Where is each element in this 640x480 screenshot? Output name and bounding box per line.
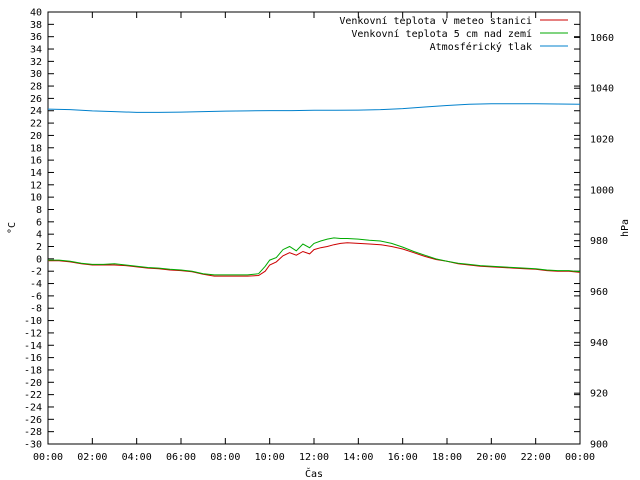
- y-tick-label: 24: [30, 106, 42, 117]
- y-tick-label: -10: [24, 316, 42, 327]
- legend-label-pressure: Atmosférický tlak: [430, 41, 532, 53]
- x-tick-label: 10:00: [255, 452, 285, 463]
- legend-label-temp-station: Venkovní teplota v meteo stanici: [339, 15, 532, 27]
- y-tick-label: -4: [30, 279, 42, 290]
- series-lines: [47, 103, 581, 277]
- y2-tick-label: 1020: [590, 135, 614, 146]
- y-tick-label: -12: [24, 328, 42, 339]
- legend-label-temp-ground: Venkovní teplota 5 cm nad zemí: [351, 28, 532, 40]
- x-tick-label: 22:00: [521, 452, 551, 463]
- x-tick-label: 04:00: [122, 452, 152, 463]
- x-tick-label: 12:00: [299, 452, 329, 463]
- y2-tick-label: 940: [590, 338, 608, 349]
- y-tick-label: -8: [30, 304, 42, 315]
- y-tick-label: 14: [30, 168, 42, 179]
- y-tick-label: 26: [30, 94, 42, 105]
- y-tick-label: 38: [30, 20, 42, 31]
- y-tick-label: 30: [30, 69, 42, 80]
- y-tick-label: -14: [24, 341, 42, 352]
- y-tick-label: 22: [30, 119, 42, 130]
- y-tick-label: -22: [24, 390, 42, 401]
- y-tick-label: 2: [36, 242, 42, 253]
- y-tick-label: 36: [30, 32, 42, 43]
- y-tick-label: 32: [30, 57, 42, 68]
- y-axis-label: °C: [7, 222, 18, 234]
- y-tick-label: 34: [30, 45, 42, 56]
- y2-tick-label: 1040: [590, 84, 614, 95]
- x-tick-label: 18:00: [432, 452, 462, 463]
- y-tick-label: -2: [30, 267, 42, 278]
- x-tick-label: 08:00: [210, 452, 240, 463]
- y2-tick-label: 960: [590, 287, 608, 298]
- x-tick-label: 14:00: [343, 452, 373, 463]
- x-tick-label: 00:00: [565, 452, 595, 463]
- y-tick-label: 12: [30, 180, 42, 191]
- x-tick-label: 16:00: [388, 452, 418, 463]
- x-axis-label: Čas: [305, 467, 323, 480]
- right-axis-ticks: 900 920 940 960 980 1000 1020 1040 1060: [574, 33, 614, 451]
- plot-frame: [47, 11, 581, 445]
- y-tick-label: 0: [36, 254, 42, 265]
- left-axis-ticks: -30-28-26-24-22-20-18-16-14-12-10-8-6-4-…: [24, 8, 580, 451]
- y-tick-label: -24: [24, 402, 42, 413]
- y2-tick-label: 980: [590, 236, 608, 247]
- y2-tick-label: 920: [590, 389, 608, 400]
- y-tick-label: -6: [30, 291, 42, 302]
- x-tick-label: 20:00: [476, 452, 506, 463]
- x-tick-label: 00:00: [33, 452, 63, 463]
- y-tick-label: -30: [24, 440, 42, 451]
- y2-axis-label: hPa: [620, 219, 631, 237]
- y-tick-label: 16: [30, 156, 42, 167]
- y-tick-label: 10: [30, 193, 42, 204]
- x-axis-ticks: 00:00 02:00 04:00 06:00 08:00 10:00 12:00 14:00…: [33, 12, 595, 463]
- y2-tick-label: 1060: [590, 33, 614, 44]
- y-tick-label: -26: [24, 415, 42, 426]
- pressure-line: [47, 103, 581, 113]
- y-tick-label: 8: [36, 205, 42, 216]
- y-tick-label: -20: [24, 378, 42, 389]
- y2-tick-label: 900: [590, 440, 608, 451]
- temp-ground-line: [48, 237, 581, 276]
- y-tick-label: -18: [24, 365, 42, 376]
- x-tick-label: 02:00: [77, 452, 107, 463]
- temp-station-line: [48, 242, 581, 277]
- y-tick-label: -16: [24, 353, 42, 364]
- y-tick-label: 4: [36, 230, 42, 241]
- y-tick-label: 28: [30, 82, 42, 93]
- y2-tick-label: 1000: [590, 185, 614, 196]
- legend: Venkovní teplota v meteo stanici Venkovn…: [339, 15, 568, 53]
- y-tick-label: 40: [30, 8, 42, 19]
- y-tick-label: -28: [24, 427, 42, 438]
- x-tick-label: 06:00: [166, 452, 196, 463]
- y-tick-label: 6: [36, 217, 42, 228]
- y-tick-label: 18: [30, 143, 42, 154]
- y-tick-label: 20: [30, 131, 42, 142]
